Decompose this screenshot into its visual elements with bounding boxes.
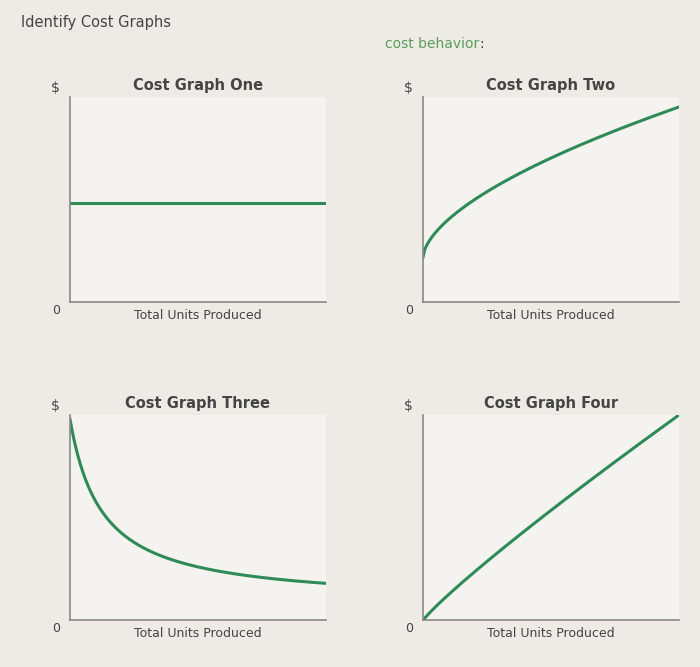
Text: 0: 0 <box>52 304 60 317</box>
Text: :: : <box>480 37 484 51</box>
Title: Cost Graph Three: Cost Graph Three <box>125 396 270 411</box>
Title: Cost Graph Four: Cost Graph Four <box>484 396 618 411</box>
Text: $: $ <box>51 81 60 95</box>
Text: 0: 0 <box>405 622 413 636</box>
X-axis label: Total Units Produced: Total Units Produced <box>487 627 615 640</box>
X-axis label: Total Units Produced: Total Units Produced <box>487 309 615 322</box>
Title: Cost Graph Two: Cost Graph Two <box>486 78 615 93</box>
Text: Identify Cost Graphs: Identify Cost Graphs <box>21 15 171 30</box>
X-axis label: Total Units Produced: Total Units Produced <box>134 309 262 322</box>
Text: $: $ <box>404 399 413 413</box>
Title: Cost Graph One: Cost Graph One <box>133 78 263 93</box>
Text: 0: 0 <box>405 304 413 317</box>
Text: cost behavior: cost behavior <box>385 37 480 51</box>
Text: $: $ <box>404 81 413 95</box>
Text: $: $ <box>51 399 60 413</box>
Text: 0: 0 <box>52 622 60 636</box>
X-axis label: Total Units Produced: Total Units Produced <box>134 627 262 640</box>
